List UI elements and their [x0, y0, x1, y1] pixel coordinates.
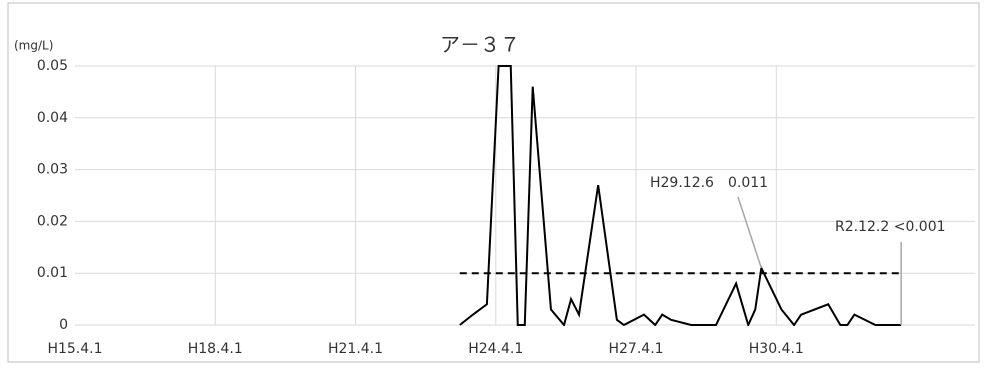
annotation-label: R2.12.2 <0.001	[835, 219, 946, 235]
annotation-leader	[737, 196, 763, 269]
x-tick-label: H18.4.1	[188, 341, 243, 357]
y-tick-label: 0	[59, 317, 68, 333]
x-tick-label: H24.4.1	[468, 341, 523, 357]
annotation-label: H29.12.6 0.011	[650, 175, 768, 191]
y-tick-label: 0.05	[37, 58, 68, 74]
y-tick-label: 0.01	[37, 265, 68, 281]
x-tick-label: H21.4.1	[328, 341, 383, 357]
x-tick-label: H15.4.1	[47, 341, 102, 357]
x-tick-label: H30.4.1	[749, 341, 804, 357]
data-line	[459, 65, 902, 326]
chart-title: ア－３７	[440, 33, 520, 57]
x-tick-label: H27.4.1	[609, 341, 664, 357]
y-axis-label: (mg/L)	[14, 39, 53, 53]
y-tick-label: 0.03	[37, 162, 68, 178]
y-tick-label: 0.04	[37, 110, 68, 126]
y-tick-label: 0.02	[37, 213, 68, 229]
